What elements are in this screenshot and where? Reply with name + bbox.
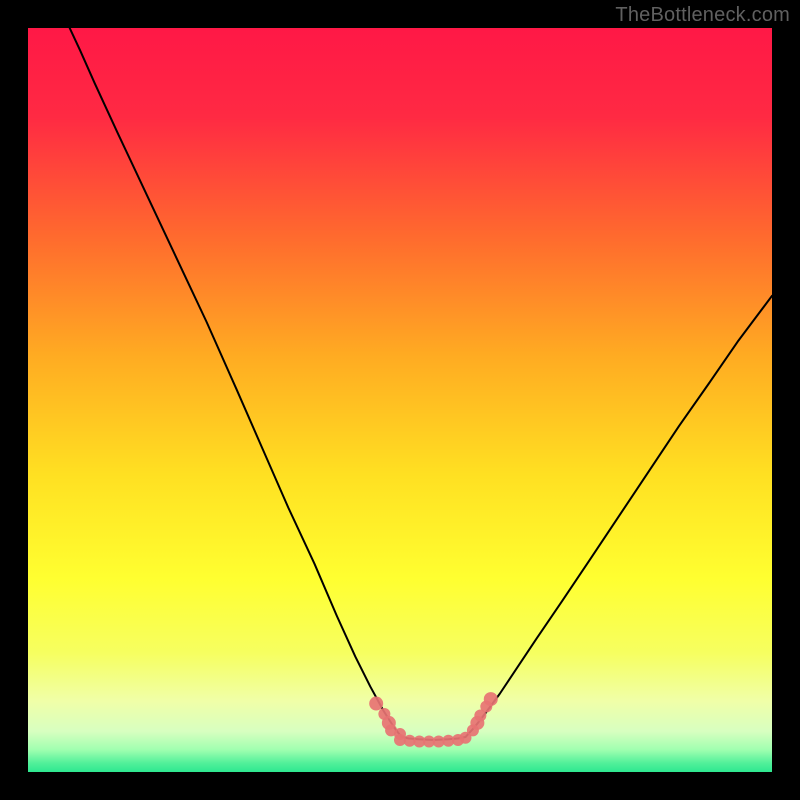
watermark-text: TheBottleneck.com: [615, 4, 790, 27]
chart-gradient-background: [28, 28, 772, 772]
marker-point: [484, 692, 498, 706]
chart-container: TheBottleneck.com: [0, 0, 800, 800]
marker-point: [369, 697, 383, 711]
bottleneck-chart: [0, 0, 800, 800]
